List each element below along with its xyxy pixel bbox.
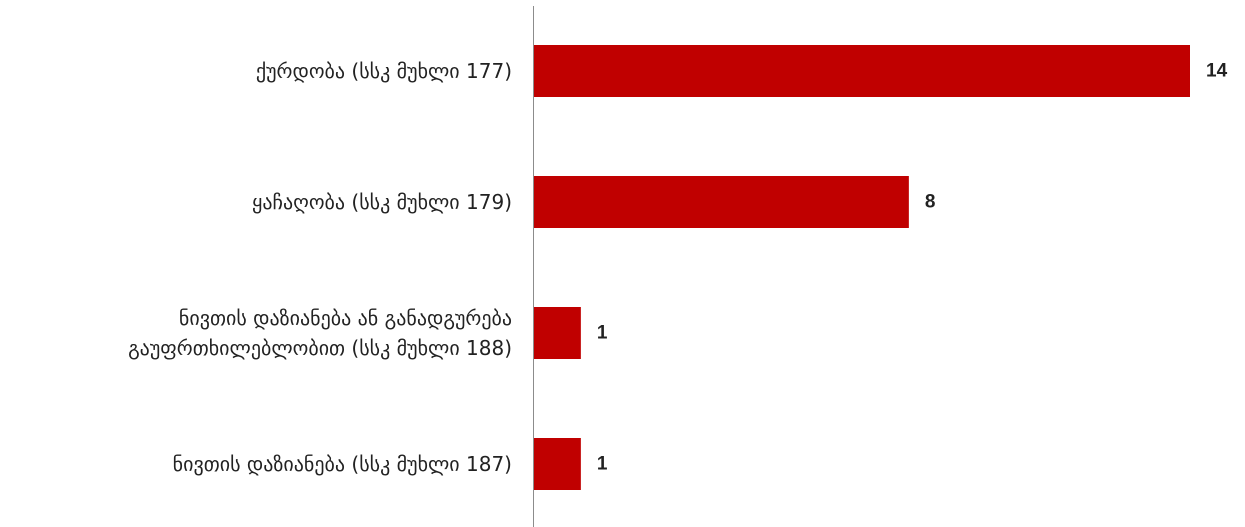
category-label-1: ყაჩაღობა (სსკ მუხლი 179) xyxy=(252,190,512,214)
data-label-0: 14 xyxy=(1206,61,1228,82)
category-label-2-line-0: ნივთის დაზიანება ან განადგურება xyxy=(179,306,512,330)
data-label-2: 1 xyxy=(597,323,608,344)
data-label-1: 8 xyxy=(925,192,936,213)
bars-layer xyxy=(534,45,1190,490)
bar-1 xyxy=(534,176,909,228)
category-label-2-line-1: გაუფრთხილებლობით (სსკ მუხლი 188) xyxy=(128,336,512,360)
category-label-3: ნივთის დაზიანება (სსკ მუხლი 187) xyxy=(173,452,512,476)
bar-0 xyxy=(534,45,1190,97)
value-labels-layer: 14 8 1 1 xyxy=(597,61,1228,475)
data-label-3: 1 xyxy=(597,454,608,475)
bar-2 xyxy=(534,307,581,359)
category-label-0: ქურდობა (სსკ მუხლი 177) xyxy=(256,59,512,83)
category-labels-layer: ქურდობა (სსკ მუხლი 177) ყაჩაღობა (სსკ მუხ… xyxy=(128,59,512,476)
bar-3 xyxy=(534,438,581,490)
